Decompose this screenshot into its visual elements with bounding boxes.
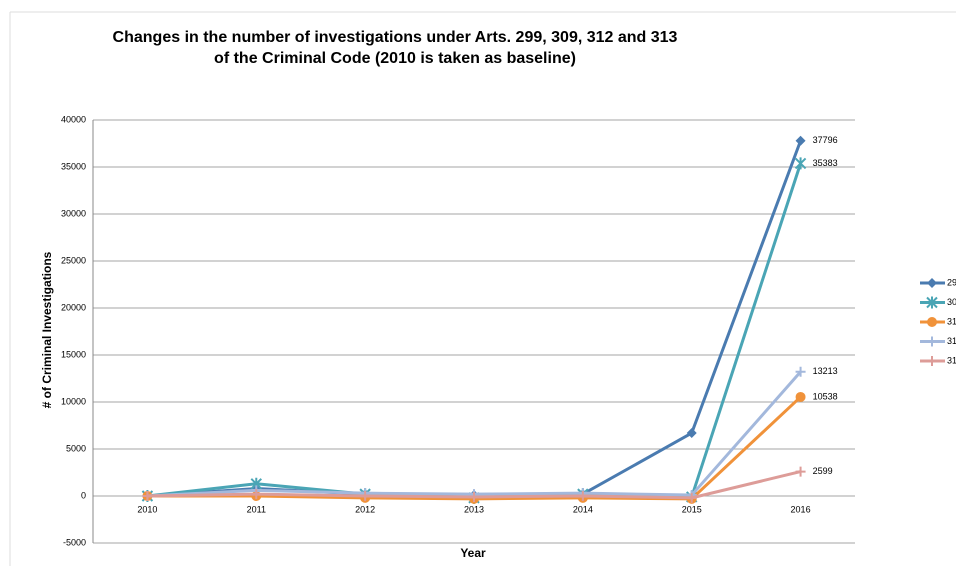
x-tick-label: 2012 xyxy=(355,504,375,514)
marker xyxy=(686,492,697,503)
y-tick-label: 20000 xyxy=(61,302,86,312)
y-tick-label: 5000 xyxy=(66,443,86,453)
marker xyxy=(795,466,806,477)
series-line xyxy=(147,162,802,500)
marker xyxy=(251,489,262,500)
y-tick-label: 10000 xyxy=(61,396,86,406)
x-tick-label: 2010 xyxy=(137,504,157,514)
marker xyxy=(360,491,371,501)
x-tick-label: 2014 xyxy=(573,504,593,514)
x-tick-label: 2015 xyxy=(682,504,702,514)
legend-label: 309 xyxy=(947,297,956,307)
y-tick-label: 25000 xyxy=(61,255,86,265)
marker xyxy=(926,296,938,309)
series-line xyxy=(147,140,802,498)
data-label: 35383 xyxy=(813,158,838,168)
legend-label: 311 xyxy=(947,316,956,326)
x-tick-label: 2013 xyxy=(464,504,484,514)
x-tick-label: 2011 xyxy=(247,504,266,514)
x-axis-title: Year xyxy=(460,546,486,560)
y-tick-label: 0 xyxy=(81,490,86,500)
marker xyxy=(795,135,806,146)
marker xyxy=(794,157,807,170)
marker xyxy=(795,391,806,402)
x-tick-label: 2016 xyxy=(791,504,811,514)
data-label: 10538 xyxy=(813,391,838,401)
y-axis-title: # of Criminal Investigations xyxy=(40,251,54,408)
y-tick-label: 15000 xyxy=(61,349,86,359)
marker xyxy=(927,317,937,327)
marker xyxy=(469,491,479,502)
chart-title: Changes in the number of investigations … xyxy=(113,29,678,46)
y-tick-label: 35000 xyxy=(61,161,86,171)
marker xyxy=(142,491,153,501)
chart-subtitle: of the Criminal Code (2010 is taken as b… xyxy=(214,50,576,67)
marker xyxy=(577,491,588,501)
legend-label: 312 xyxy=(947,336,956,346)
data-label: 37796 xyxy=(813,135,838,145)
data-label: 2599 xyxy=(813,466,833,476)
series-line xyxy=(147,370,802,498)
y-tick-label: 40000 xyxy=(61,114,86,124)
y-tick-label: -5000 xyxy=(63,537,86,547)
marker xyxy=(927,336,937,347)
data-label: 13213 xyxy=(813,366,838,376)
marker xyxy=(686,428,697,439)
marker xyxy=(927,278,937,288)
legend-label: 299 xyxy=(947,277,956,287)
marker xyxy=(795,366,806,377)
marker xyxy=(927,356,937,366)
y-tick-label: 30000 xyxy=(61,208,86,218)
legend-label: 313 xyxy=(947,355,956,365)
